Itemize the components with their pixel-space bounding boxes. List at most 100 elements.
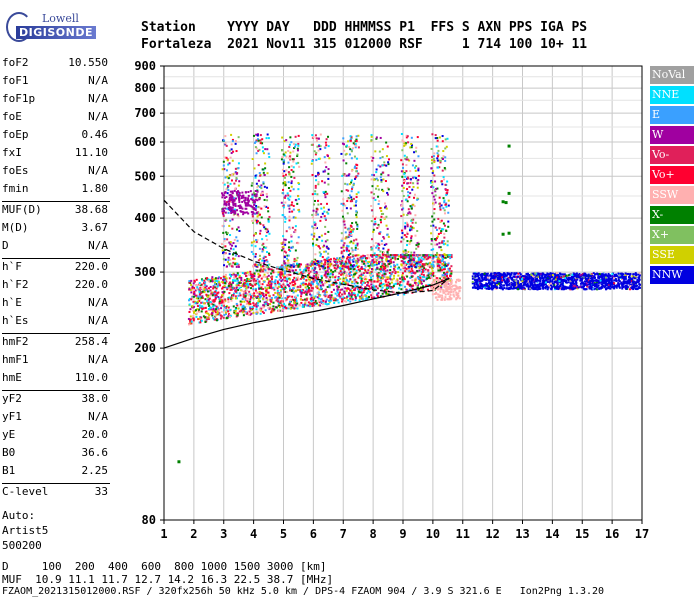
- echo-point: [372, 228, 375, 231]
- echo-point: [316, 274, 319, 277]
- echo-point: [249, 307, 252, 310]
- echo-point: [245, 283, 248, 286]
- echo-point: [439, 266, 442, 269]
- echo-point: [345, 162, 348, 165]
- echo-point: [443, 199, 446, 202]
- echo-point: [242, 295, 245, 298]
- echo-point: [323, 250, 326, 253]
- echo-point: [319, 253, 322, 256]
- echo-point: [405, 235, 408, 238]
- echo-point: [360, 255, 363, 258]
- echo-point: [278, 296, 281, 299]
- echo-point: [422, 273, 425, 276]
- echo-point: [213, 292, 216, 295]
- echo-point: [257, 301, 260, 304]
- x-tick-label: 2: [190, 527, 197, 541]
- echo-point: [294, 298, 297, 301]
- echo-point: [437, 264, 440, 267]
- echo-point: [209, 294, 212, 297]
- echo-point: [218, 312, 221, 315]
- param-name: yF2: [2, 392, 22, 405]
- echo-point: [442, 256, 445, 259]
- echo-point: [333, 266, 336, 269]
- echo-point: [342, 159, 345, 162]
- echo-point: [356, 174, 359, 177]
- echo-point: [615, 280, 618, 283]
- echo-point: [353, 204, 356, 207]
- echo-point: [334, 264, 337, 267]
- echo-point: [216, 312, 219, 315]
- echo-point: [207, 278, 210, 281]
- echo-point: [277, 273, 280, 276]
- echo-point: [231, 218, 234, 221]
- echo-point: [317, 137, 320, 140]
- param-row: fmin 1.80: [2, 182, 108, 200]
- echo-point: [406, 225, 409, 228]
- echo-point: [316, 193, 319, 196]
- echo-point: [238, 199, 241, 202]
- echo-point: [376, 274, 379, 277]
- echo-point: [430, 264, 433, 267]
- echo-point: [341, 264, 344, 267]
- echo-point: [207, 280, 210, 283]
- echo-point: [382, 262, 385, 265]
- echo-point: [401, 272, 404, 275]
- echo-point: [345, 271, 348, 274]
- echo-point: [311, 305, 314, 308]
- echo-point: [275, 295, 278, 298]
- echo-point: [355, 135, 358, 138]
- echo-point: [229, 182, 232, 185]
- echo-point: [422, 285, 425, 288]
- echo-point: [220, 315, 223, 318]
- echo-point: [263, 174, 266, 177]
- echo-point: [305, 264, 308, 267]
- echo-point: [344, 281, 347, 284]
- echo-point: [264, 246, 267, 249]
- echo-point: [267, 282, 270, 285]
- echo-point: [360, 273, 363, 276]
- echo-point: [244, 307, 247, 310]
- echo-point: [412, 176, 415, 179]
- echo-point: [263, 205, 266, 208]
- echo-point: [257, 282, 260, 285]
- echo-point: [260, 192, 263, 195]
- echo-point: [228, 241, 231, 244]
- echo-point: [246, 271, 249, 274]
- echo-point: [254, 294, 257, 297]
- echo-point: [356, 293, 359, 296]
- echo-point: [410, 235, 413, 238]
- echo-point: [239, 207, 242, 210]
- echo-point: [337, 266, 340, 269]
- echo-point: [380, 215, 383, 218]
- echo-point: [324, 302, 327, 305]
- echo-point: [341, 174, 344, 177]
- echo-point: [354, 295, 357, 298]
- echo-point: [350, 137, 353, 140]
- echo-point: [370, 205, 373, 208]
- echo-point: [294, 216, 297, 219]
- echo-point: [432, 286, 435, 289]
- echo-point: [389, 258, 392, 261]
- echo-point: [208, 297, 211, 300]
- echo-point: [207, 287, 210, 290]
- echo-point: [229, 258, 232, 261]
- echo-point: [312, 136, 315, 139]
- echo-point: [256, 186, 259, 189]
- echo-point: [297, 236, 300, 239]
- echo-point: [350, 169, 353, 172]
- echo-point: [337, 277, 340, 280]
- echo-point: [212, 316, 215, 319]
- echo-point: [224, 309, 227, 312]
- echo-point: [327, 256, 330, 259]
- echo-point: [393, 264, 396, 267]
- echo-point: [215, 284, 218, 287]
- echo-point: [372, 264, 375, 267]
- param-name: h`F: [2, 260, 22, 273]
- echo-point: [282, 192, 285, 195]
- echo-point: [433, 152, 436, 155]
- echo-point: [358, 299, 361, 302]
- echo-point: [410, 265, 413, 268]
- echo-point: [200, 287, 203, 290]
- echo-point: [283, 260, 286, 263]
- echo-point: [404, 180, 407, 183]
